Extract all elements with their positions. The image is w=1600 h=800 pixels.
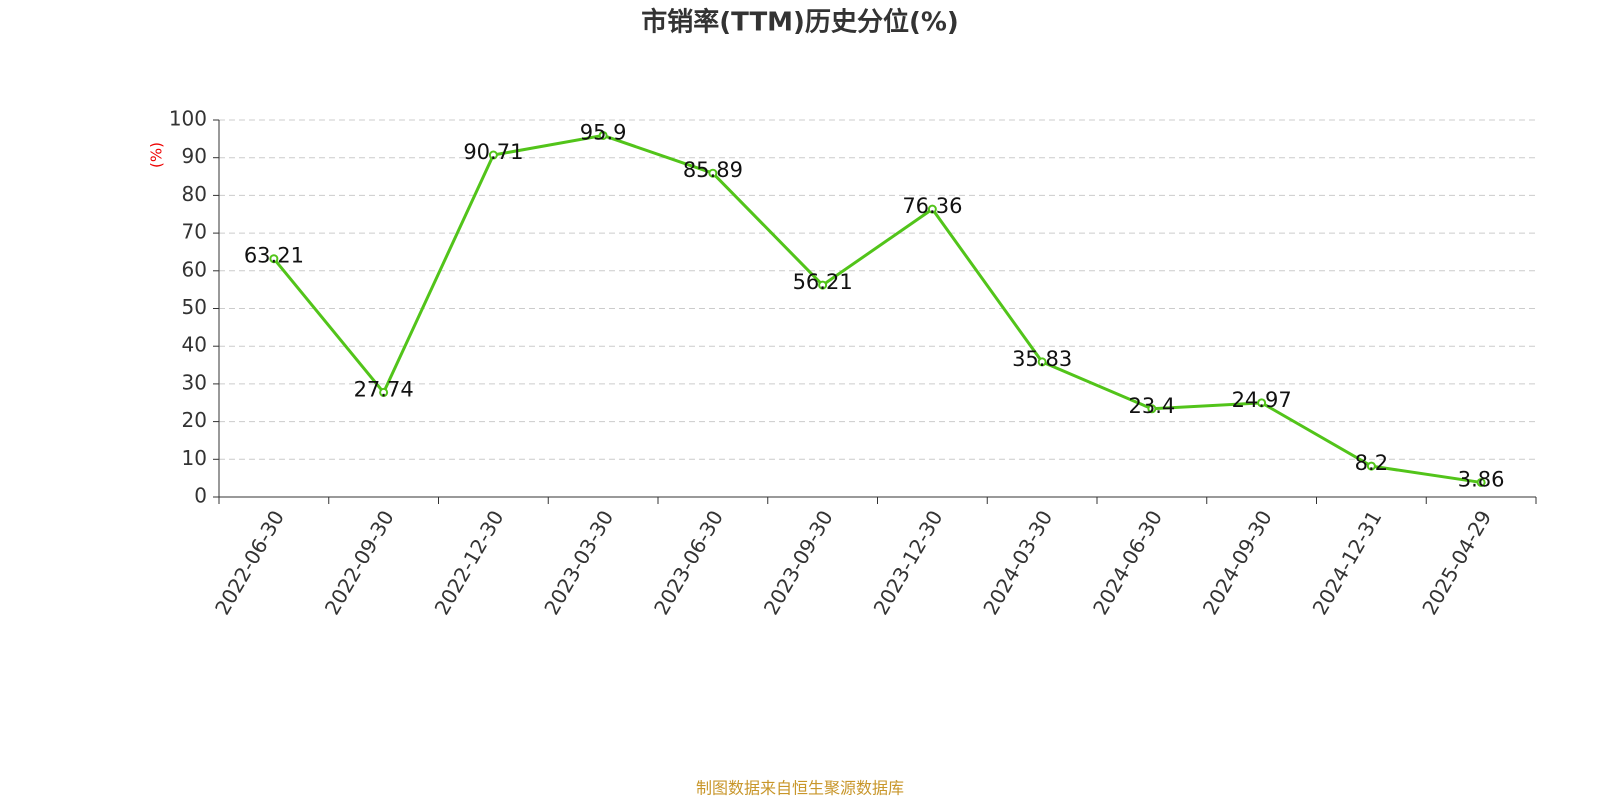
x-tick-label: 2023-06-30 <box>649 506 728 619</box>
x-tick-label: 2023-09-30 <box>759 506 838 619</box>
data-label: 90.71 <box>463 140 523 164</box>
y-tick-label: 90 <box>182 144 207 168</box>
data-label: 24.97 <box>1232 388 1292 412</box>
y-axis-label: (%) <box>148 142 166 168</box>
y-tick-label: 10 <box>182 446 207 470</box>
y-tick-label: 50 <box>182 295 207 319</box>
y-tick-label: 0 <box>194 484 207 508</box>
y-tick-label: 40 <box>182 333 207 357</box>
point <box>1366 461 1376 471</box>
y-tick-label: 20 <box>182 408 207 432</box>
data-label: 63.21 <box>244 244 304 268</box>
x-tick-label: 2023-12-30 <box>869 506 948 619</box>
x-tick-label: 2022-06-30 <box>210 506 289 619</box>
y-tick-label: 70 <box>182 220 207 244</box>
data-label: 35.83 <box>1012 347 1072 371</box>
point <box>1257 398 1267 408</box>
x-tick-label: 2024-03-30 <box>978 506 1057 619</box>
data-label: 27.74 <box>354 377 414 401</box>
data-label: 56.21 <box>793 270 853 294</box>
data-label: 85.89 <box>683 158 743 182</box>
data-label: 8.2 <box>1355 451 1388 475</box>
y-tick-label: 80 <box>182 182 207 206</box>
data-label: 76.36 <box>902 194 962 218</box>
point <box>818 280 828 290</box>
line <box>272 133 1482 484</box>
y-tick-label: 60 <box>182 257 207 281</box>
x-tick-label: 2025-04-29 <box>1417 506 1496 619</box>
chart-title: 市销率(TTM)历史分位(%) <box>641 7 959 38</box>
point <box>269 254 279 264</box>
x-tick-label: 2023-03-30 <box>539 506 618 619</box>
point <box>1147 404 1157 414</box>
y-tick-label: 30 <box>182 370 207 394</box>
point <box>379 387 389 397</box>
point <box>598 130 608 140</box>
point <box>1476 477 1486 487</box>
data-label: 95.9 <box>580 120 627 144</box>
x-tick-label: 2022-12-30 <box>430 506 509 619</box>
point <box>708 168 718 178</box>
data-label: 23.4 <box>1128 394 1175 418</box>
source-note: 制图数据来自恒生聚源数据库 <box>696 779 904 798</box>
y-tick-label: 100 <box>169 107 207 131</box>
point <box>488 150 498 160</box>
x-tick-label: 2024-09-30 <box>1198 506 1277 619</box>
data-label: 3.86 <box>1458 467 1505 491</box>
point <box>1037 357 1047 367</box>
x-tick-label: 2024-06-30 <box>1088 506 1167 619</box>
point <box>927 204 937 214</box>
x-tick-label: 2022-09-30 <box>320 506 399 619</box>
x-tick-label: 2024-12-31 <box>1308 506 1387 619</box>
